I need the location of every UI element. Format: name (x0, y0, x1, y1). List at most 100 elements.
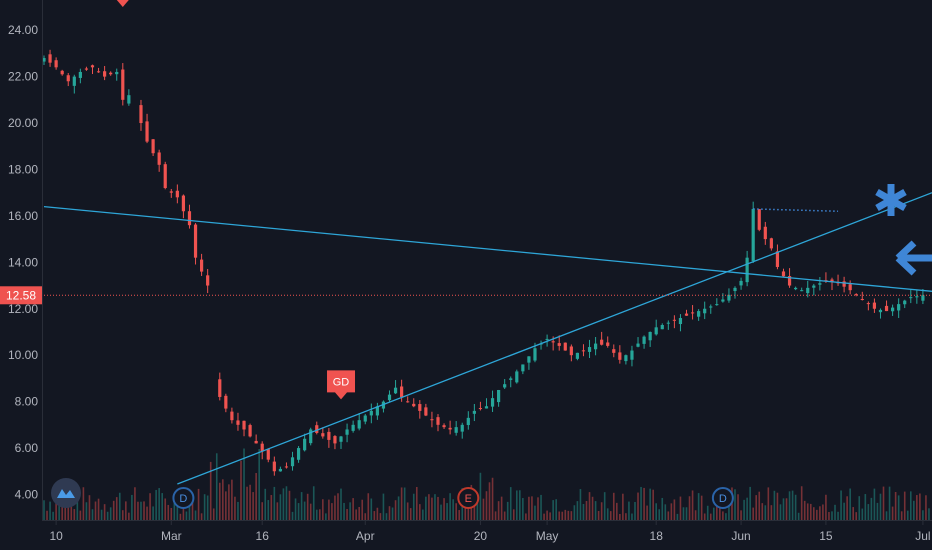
volume-bar (109, 507, 112, 520)
candle-body (169, 191, 173, 193)
volume-bar (506, 501, 509, 520)
volume-bar (861, 508, 864, 520)
candle-body (199, 259, 204, 272)
volume-bar (606, 508, 609, 520)
event-badge[interactable]: D (172, 487, 195, 509)
volume-bar (803, 500, 806, 520)
candle-body (460, 424, 464, 432)
volume-bar (152, 506, 154, 520)
volume-bar (791, 490, 794, 520)
trend-lines[interactable] (43, 192, 932, 485)
candle-body (509, 378, 513, 380)
volume-bar (603, 492, 606, 520)
candle-body (557, 343, 561, 346)
flag-label: GD (333, 376, 350, 388)
candle-body (581, 350, 586, 352)
candle-body (484, 406, 489, 409)
x-tick-label: May (536, 529, 559, 543)
volume-bar (885, 511, 888, 520)
volume-bar (652, 489, 654, 520)
volume-bar (773, 490, 776, 520)
candle-body (206, 275, 210, 286)
candle-body (697, 311, 701, 317)
volume-bar (888, 486, 891, 520)
volume-bar (297, 503, 300, 520)
volume-bar (318, 509, 321, 520)
candle-body (818, 283, 822, 285)
volume-bar (379, 513, 382, 520)
volume-bar (82, 487, 85, 520)
volume-bar (743, 499, 745, 520)
event-flag[interactable] (108, 0, 137, 7)
volume-bar (576, 501, 579, 520)
volume-bar (655, 503, 658, 520)
volume-bar (637, 492, 639, 520)
candle-body (193, 224, 198, 258)
volume-bar (434, 494, 436, 520)
volume-bar (909, 491, 912, 520)
candle-body (315, 425, 319, 433)
volume-bar (785, 498, 788, 520)
volume-bar (840, 490, 842, 520)
volume-bar (312, 486, 315, 520)
volume-bar (370, 498, 373, 520)
candle-body (545, 338, 549, 340)
volume-bar (664, 504, 667, 520)
candle-body (903, 300, 907, 305)
event-flag[interactable]: GD (327, 370, 356, 400)
x-tick-label: 18 (650, 529, 664, 543)
x-tick-label: Jul (915, 529, 930, 543)
volume-bar (870, 497, 873, 520)
volume-bar (546, 510, 548, 520)
volume-bar (261, 502, 264, 520)
candle-body (369, 410, 373, 416)
volume-bar (200, 513, 203, 520)
volume-bar (291, 511, 294, 520)
volume-bar (415, 486, 418, 520)
volume-bar (700, 495, 703, 520)
volume-bar (873, 488, 876, 520)
volume-bar (479, 472, 482, 520)
candles (42, 49, 925, 476)
volume-bar (55, 497, 57, 520)
volume-bar (894, 491, 897, 520)
y-tick-label: 22.00 (8, 70, 38, 84)
volume-bar (334, 495, 336, 520)
cloud-logo-icon[interactable] (51, 478, 81, 508)
volume-bar (491, 477, 494, 520)
candle-body (751, 208, 755, 262)
markers[interactable]: GD (108, 0, 356, 400)
candle-body (333, 436, 337, 444)
arrow-left-icon[interactable] (895, 240, 932, 276)
trend-line[interactable] (43, 205, 932, 292)
volume-bar (443, 498, 445, 520)
volume-bar (512, 509, 515, 520)
candle-body (224, 395, 228, 409)
candle-body (684, 313, 689, 316)
annotations[interactable] (51, 184, 932, 508)
volume-bar (740, 510, 742, 520)
volume-bar (373, 511, 376, 520)
candle-body (175, 190, 179, 198)
trend-line[interactable] (177, 192, 932, 485)
candle-body (296, 448, 301, 460)
volume-bar (115, 497, 118, 520)
candle-body (187, 211, 192, 226)
volume-bar (134, 487, 136, 520)
volume-bar (64, 500, 67, 520)
candle-body (127, 95, 131, 104)
event-badge[interactable]: D (711, 487, 734, 509)
volume-bar (746, 497, 748, 520)
candle-body (806, 287, 810, 294)
volume-bar (628, 501, 630, 520)
volume-bar (825, 494, 827, 520)
y-tick-label: 10.00 (8, 348, 38, 362)
event-badge[interactable]: E (457, 487, 480, 509)
candle-body (630, 350, 634, 360)
volume-bar (585, 500, 588, 520)
candle-body (478, 408, 483, 410)
asterisk-icon[interactable] (875, 184, 907, 216)
candle-body (866, 303, 870, 305)
